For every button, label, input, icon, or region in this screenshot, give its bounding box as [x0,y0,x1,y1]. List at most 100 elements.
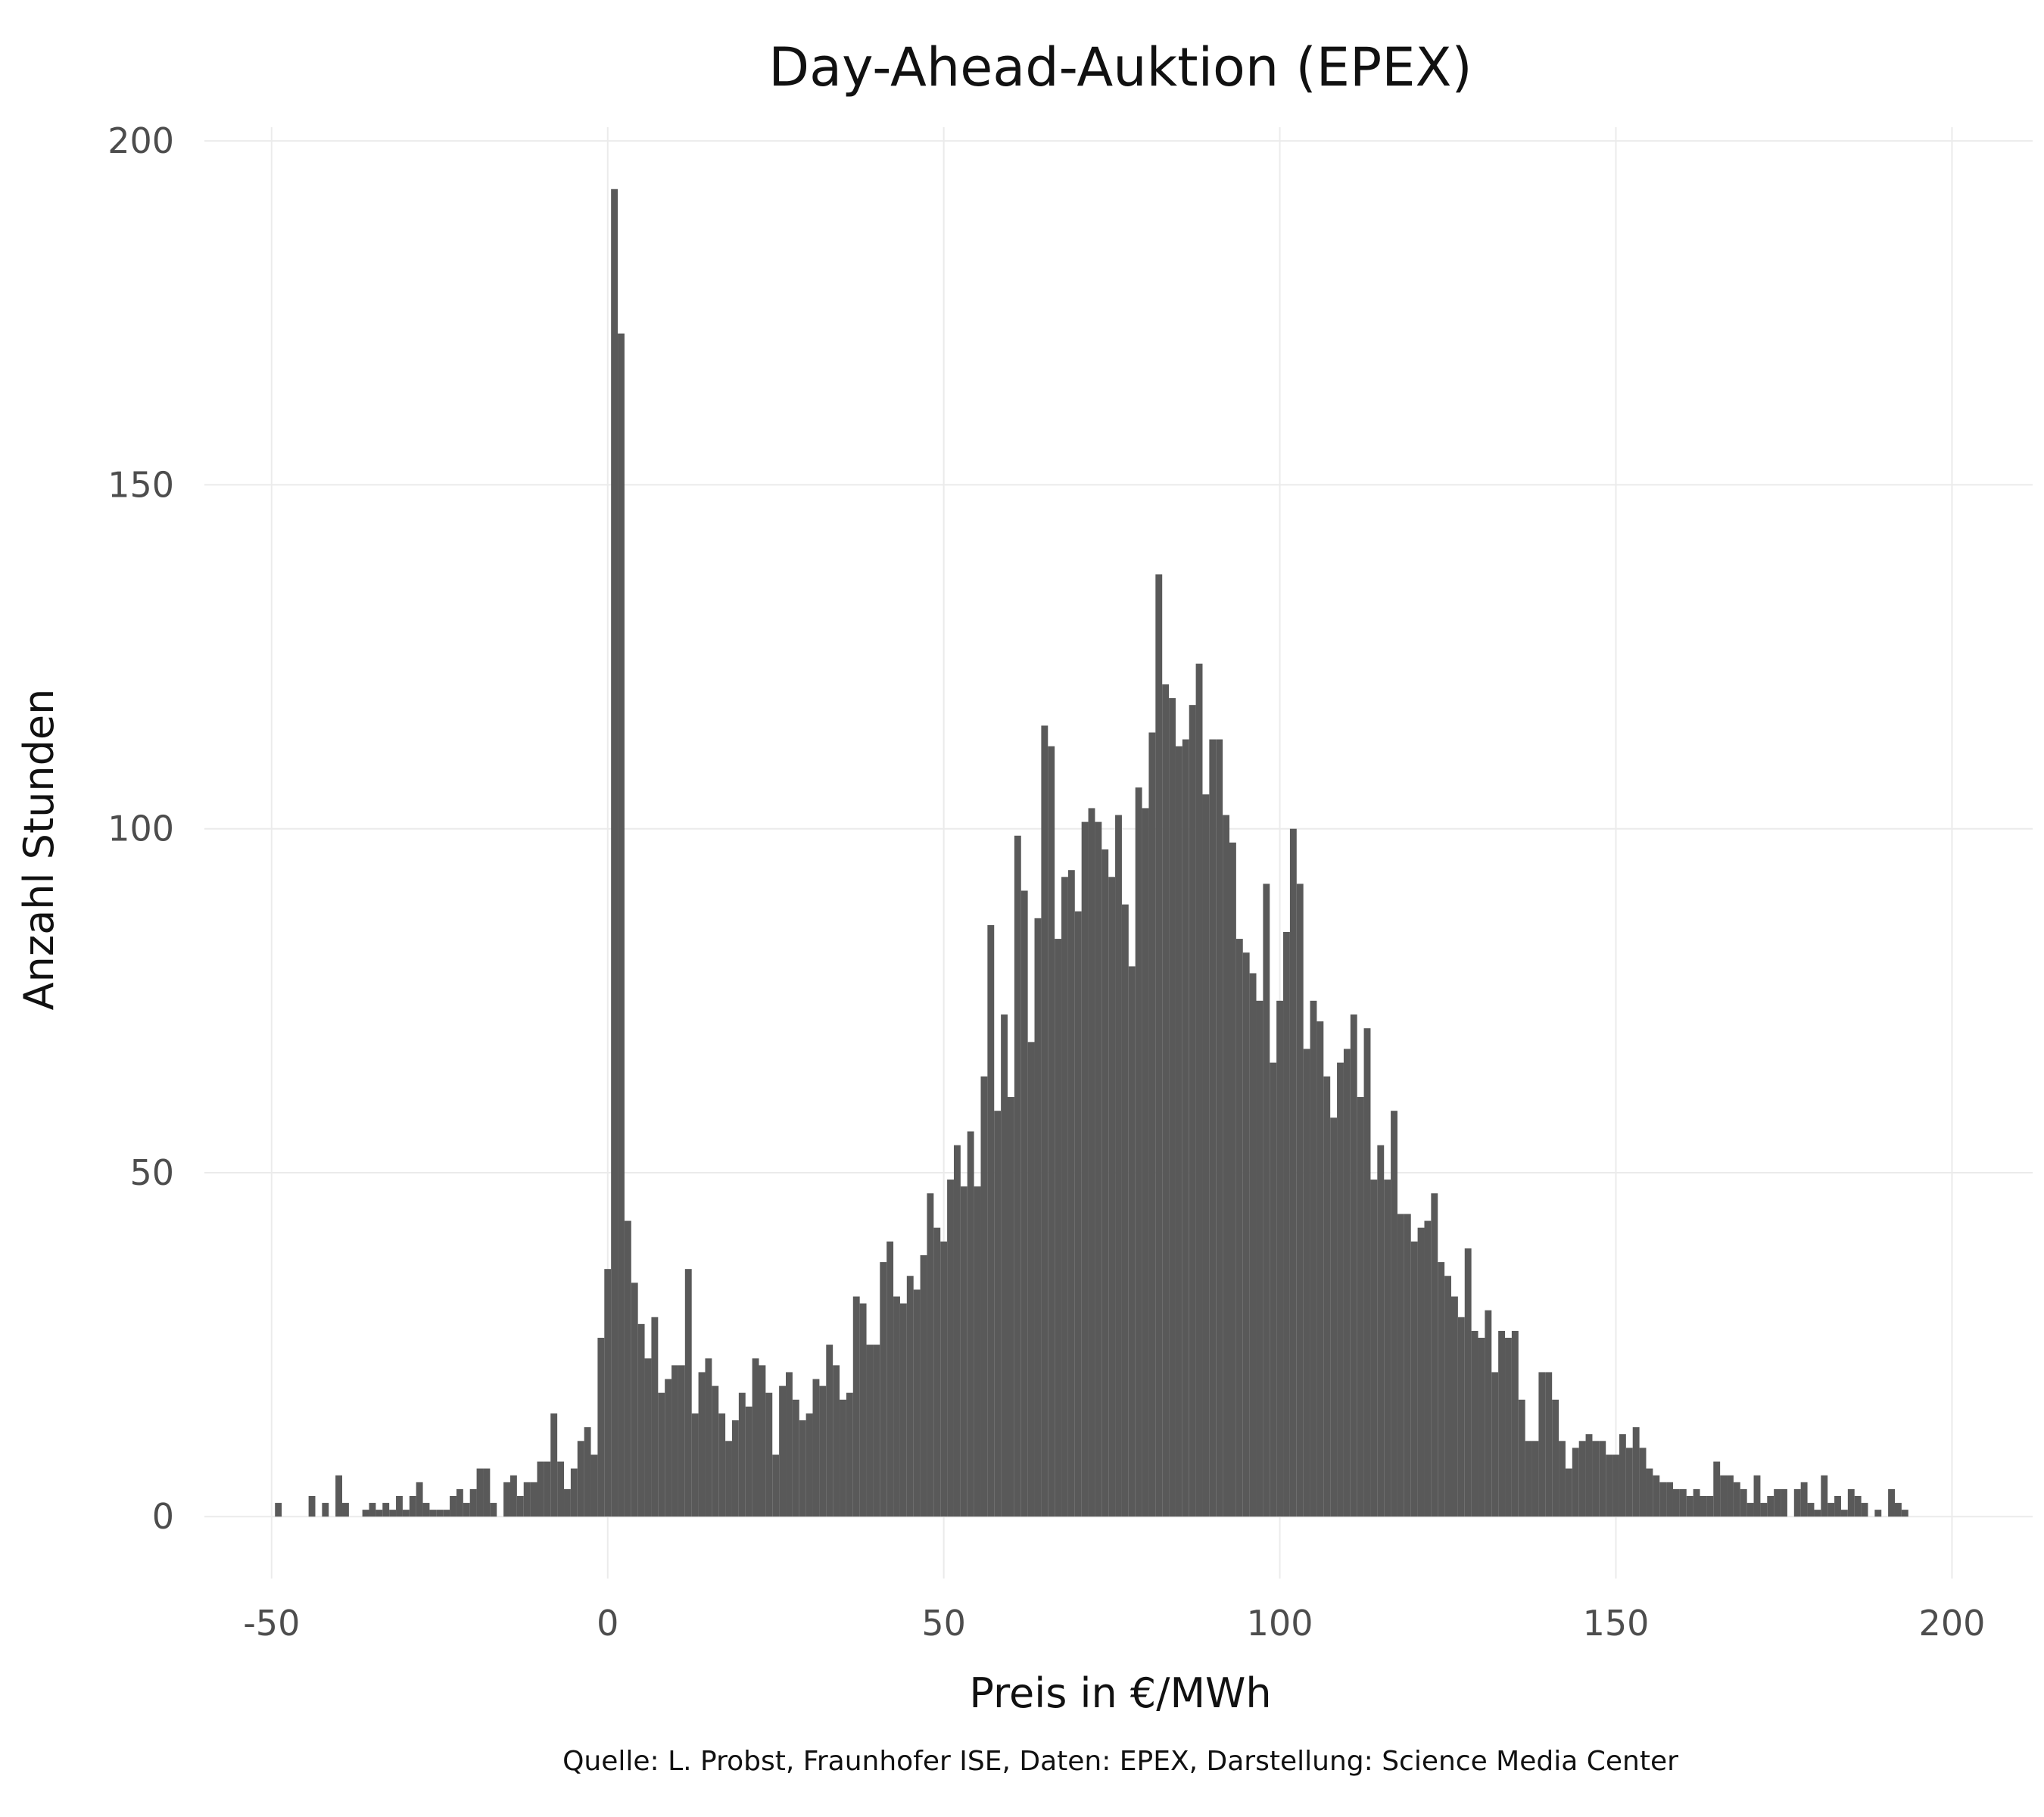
histogram-bar [1679,1488,1687,1517]
histogram-bar [1511,1330,1519,1517]
histogram-bar [1249,973,1257,1517]
histogram-bar [1270,1062,1277,1517]
histogram-bar [1847,1488,1855,1517]
histogram-bar [738,1392,746,1517]
histogram-bar [476,1468,484,1517]
histogram-bar [1814,1510,1821,1517]
histogram-bar [308,1495,316,1517]
histogram-bar [322,1503,329,1517]
histogram-bar [1464,1248,1472,1517]
histogram-bar [1760,1503,1768,1517]
histogram-bar [1242,952,1250,1517]
histogram-bar [618,333,625,1517]
histogram-bar [1115,815,1122,1517]
y-tick-label: 50 [129,1152,174,1193]
histogram-bar [516,1495,524,1517]
histogram-bar [786,1372,793,1517]
histogram-bar [436,1510,444,1517]
histogram-bar [1491,1372,1499,1517]
histogram-bar [819,1385,827,1517]
histogram-bar [275,1503,282,1517]
bars-layer [275,189,1908,1517]
histogram-bar [544,1461,551,1517]
histogram-bar [1169,698,1176,1517]
histogram-bar [705,1358,712,1517]
histogram-bar [483,1468,491,1517]
y-tick-label: 100 [107,809,174,849]
histogram-bar [1659,1482,1667,1517]
histogram-bar [1639,1448,1647,1517]
histogram-bar [429,1510,437,1517]
histogram-bar [456,1488,463,1517]
histogram-bar [1861,1503,1868,1517]
histogram-bar [792,1399,799,1517]
histogram-bar [362,1510,369,1517]
histogram-bar [1505,1338,1512,1517]
histogram-bar [1531,1441,1539,1517]
histogram-bar [1767,1495,1774,1517]
histogram-bar [1713,1461,1721,1517]
histogram-bar [1337,1062,1344,1517]
histogram-bar [1565,1468,1572,1517]
histogram-bar [1108,877,1116,1517]
histogram-bar [1552,1399,1559,1517]
histogram-bar [490,1503,497,1517]
histogram-bar [570,1468,578,1517]
histogram-bar [1592,1441,1600,1517]
histogram-bar [590,1454,598,1517]
histogram-bar [974,1186,981,1517]
x-tick-label: -50 [243,1603,300,1644]
histogram-bar [1612,1454,1619,1517]
histogram-bar [772,1454,780,1517]
histogram-bar [443,1510,450,1517]
y-tick-label: 200 [107,120,174,161]
histogram-bar [886,1241,894,1517]
histogram-bar [1209,739,1217,1517]
histogram-bar [1606,1454,1613,1517]
histogram-bar [1827,1503,1835,1517]
histogram-bar [1020,890,1028,1517]
histogram-bar [1599,1441,1606,1517]
histogram-bar [698,1372,706,1517]
histogram-bar [1397,1214,1404,1517]
histogram-bar [530,1482,537,1517]
histogram-bar [1283,931,1290,1517]
histogram-bar [1067,870,1075,1517]
histogram-bar [691,1413,699,1517]
histogram-bar [712,1385,719,1517]
histogram-bar [1431,1193,1438,1517]
histogram-bar [927,1193,934,1517]
x-tick-label: 50 [921,1603,966,1644]
histogram-bar [1578,1441,1586,1517]
histogram-bar [1894,1503,1902,1517]
histogram-bar [826,1345,833,1517]
y-axis-label: Anzahl Stunden [15,689,63,1011]
histogram-bar [906,1276,914,1517]
histogram-bar [1774,1488,1781,1517]
histogram-bar [557,1461,565,1517]
histogram-bar [1235,939,1243,1517]
histogram-bar [812,1379,820,1517]
histogram-bar [604,1269,612,1517]
histogram-bar [1874,1510,1882,1517]
histogram-bar [1135,787,1142,1517]
histogram-bar [1148,732,1156,1517]
histogram-bar [1377,1145,1385,1517]
histogram-bar [1343,1049,1351,1517]
histogram-bar [1370,1180,1378,1517]
histogram-bar [1223,815,1229,1517]
histogram-bar [1048,746,1055,1517]
histogram-bar [422,1503,430,1517]
histogram-bar [840,1399,846,1517]
histogram-bar [1625,1448,1633,1517]
x-tick-label: 0 [597,1603,618,1644]
histogram-bar [1041,725,1048,1517]
histogram-bar [1121,904,1129,1517]
histogram-bar [1001,1014,1008,1517]
histogram-bar [637,1323,645,1517]
histogram-bar [550,1413,558,1517]
histogram-bar [1901,1510,1908,1517]
histogram-bar [1740,1488,1747,1517]
histogram-bar [899,1303,907,1517]
histogram-bar [1229,842,1236,1517]
